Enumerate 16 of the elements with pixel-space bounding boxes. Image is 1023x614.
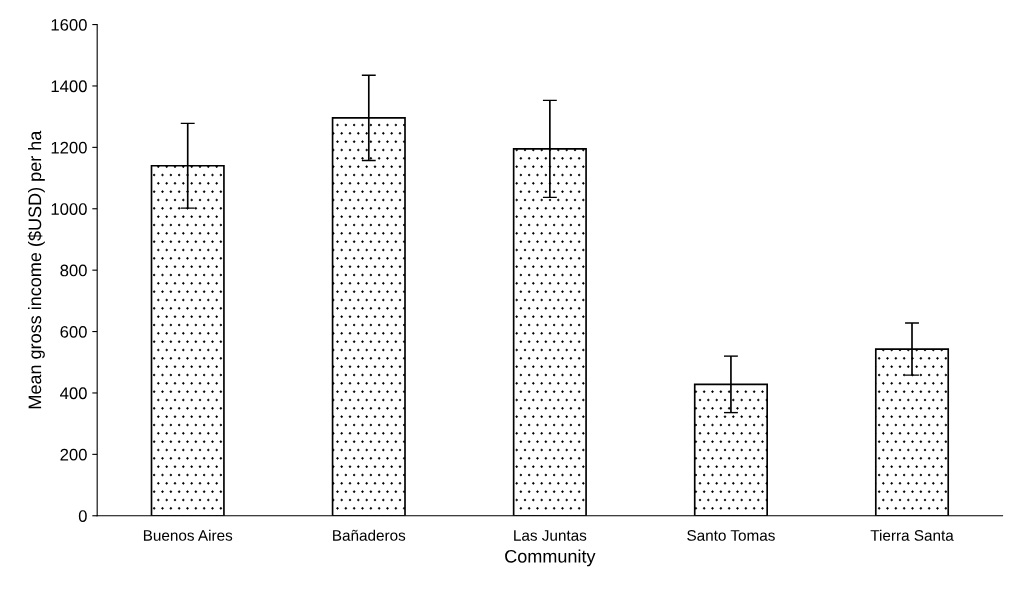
x-tick-label: Tierra Santa: [870, 529, 954, 541]
x-tick-label: Bañaderos: [333, 529, 406, 541]
y-tick-label: 0: [78, 510, 87, 522]
x-axis-title: Community: [505, 549, 596, 567]
y-tick-label: 800: [60, 264, 87, 277]
x-tick-label: Buenos Aires: [143, 529, 233, 541]
y-axis-title: Mean gross income ($USD) per ha: [27, 130, 45, 409]
x-tick-label: Las Juntas: [514, 530, 587, 541]
y-tick-label: 1000: [51, 203, 87, 215]
y-tick-label: 600: [60, 325, 87, 338]
y-tick-label: 200: [60, 448, 87, 461]
y-tick-label: 1600: [51, 18, 87, 31]
y-tick-label: 400: [60, 387, 87, 400]
y-tick-label: 1400: [51, 80, 87, 93]
x-tick-label: Santo Tomas: [687, 530, 775, 541]
y-tick-label: 1200: [51, 141, 87, 154]
